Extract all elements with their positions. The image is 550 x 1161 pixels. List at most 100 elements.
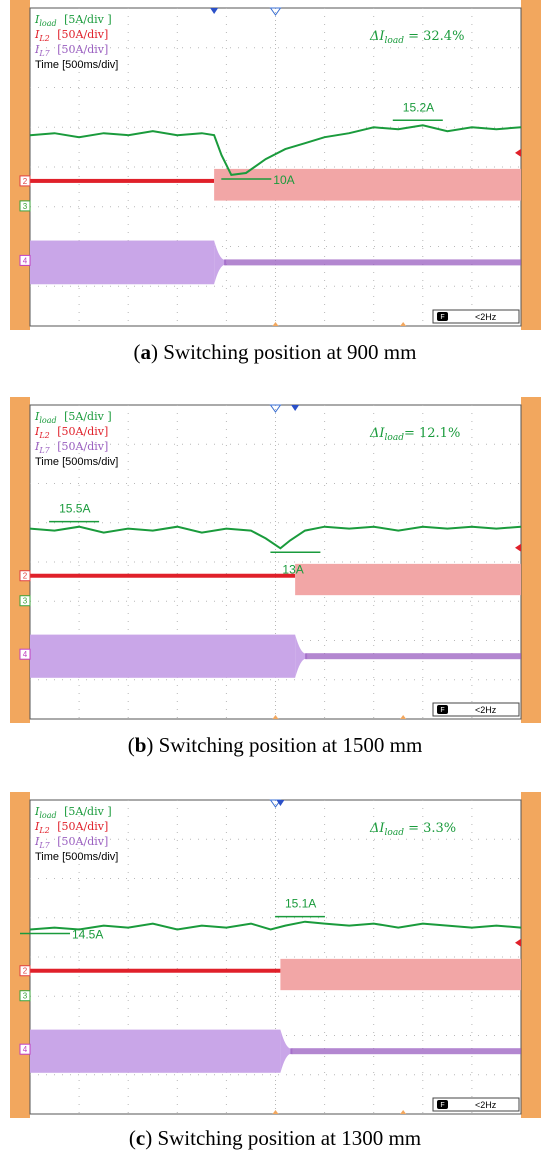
- legend-item: Time [500ms/div]: [35, 59, 118, 71]
- channel-marker-box: [19, 648, 31, 660]
- grid: [30, 800, 521, 1114]
- il2-line-before: [30, 968, 281, 973]
- bottom-cursor-icon: [272, 322, 279, 326]
- channel-marker-label: 2: [23, 572, 28, 581]
- caption-a: (a) Switching position at 900 mm: [133, 340, 417, 364]
- legend-item: IL7 [50A/div]: [34, 835, 108, 850]
- il7-band-before: [30, 240, 215, 285]
- freq-badge: [432, 309, 520, 324]
- panel-c: 14.5A 15.1A ΔIload = 3.3% Iload [5A/div ] IL…: [0, 792, 550, 1161]
- il7-transition: [214, 240, 227, 285]
- legend-item: IL2 [50A/div]: [34, 820, 108, 835]
- channel-marker-box: [19, 175, 31, 187]
- channel-marker-box: [19, 254, 31, 266]
- il7-band-before: [30, 1029, 281, 1073]
- legend-item: Iload [5A/div ]: [34, 13, 112, 28]
- channel-marker-label: 4: [23, 1045, 28, 1054]
- cursor-marker-icon: [291, 405, 300, 411]
- filter-icon-letter: F: [440, 314, 444, 321]
- bottom-cursor-icon: [272, 1110, 279, 1114]
- filter-icon: [437, 312, 448, 321]
- il2-band-after: [214, 168, 521, 201]
- annotation-max-value: 15.1A: [285, 897, 316, 911]
- freq-badge: [432, 1097, 520, 1112]
- trigger-marker-icon: [269, 799, 282, 808]
- il7-transition: [295, 634, 308, 678]
- il2-line-before: [30, 573, 296, 578]
- il7-band-after: [305, 653, 521, 660]
- iload-trace: [29, 124, 522, 176]
- channel-marker-box: [19, 570, 31, 582]
- channel-marker-box: [19, 595, 31, 607]
- freq-label: <2Hz: [475, 705, 497, 715]
- grid: [30, 405, 521, 719]
- annotation-min-value: 14.5A: [72, 928, 103, 942]
- legend-item: Time [500ms/div]: [35, 851, 118, 863]
- delta-label: ΔIload= 12.1%: [369, 426, 460, 443]
- bottom-cursor-icon: [272, 715, 279, 719]
- legend-item: IL7 [50A/div]: [34, 440, 108, 455]
- bottom-cursor-icon: [400, 1110, 407, 1114]
- filter-icon: [437, 1100, 448, 1109]
- il2-line-before: [30, 178, 215, 183]
- il7-transition: [280, 1029, 293, 1073]
- legend-item: Time [500ms/div]: [35, 456, 118, 468]
- right-frame-bar: [521, 792, 541, 1118]
- il2-band-after: [295, 563, 521, 596]
- legend-item: IL2 [50A/div]: [34, 425, 108, 440]
- filter-icon-letter: F: [440, 1102, 444, 1109]
- panel-b: 13A 15.5A ΔIload= 12.1% Iload [5A/div ] IL2 …: [0, 397, 550, 782]
- caption-c: (c) Switching position at 1300 mm: [128, 1126, 422, 1150]
- iload-trace: [29, 525, 522, 550]
- oscilloscope-a: 10A 15.2A ΔIload = 32.4% Iload [5A/div ]IL2…: [10, 0, 541, 330]
- channel-marker-label: 3: [23, 202, 28, 211]
- trigger-marker-icon: [269, 7, 282, 16]
- bottom-cursor-icon: [400, 322, 407, 326]
- caption-b: (b) Switching position at 1500 mm: [127, 733, 423, 757]
- filter-icon-letter: F: [440, 707, 444, 714]
- channel-marker-box: [19, 200, 31, 212]
- ch2-level-marker-icon: [515, 543, 521, 552]
- delta-label: ΔIload = 32.4%: [369, 29, 464, 46]
- channel-marker-label: 4: [23, 256, 28, 265]
- legend-item: IL2 [50A/div]: [34, 28, 108, 43]
- ch2-level-marker-icon: [515, 148, 521, 157]
- annotation-max-value: 15.5A: [59, 502, 90, 516]
- freq-label: <2Hz: [475, 312, 497, 322]
- channel-marker-box: [19, 965, 31, 977]
- freq-label: <2Hz: [475, 1100, 497, 1110]
- il2-band-after: [280, 958, 521, 991]
- right-frame-bar: [521, 397, 541, 723]
- channel-marker-label: 2: [23, 177, 28, 186]
- trigger-marker-icon: [269, 404, 282, 413]
- annotation-min-value: 13A: [282, 562, 303, 576]
- freq-badge: [432, 702, 520, 717]
- channel-marker-label: 3: [23, 597, 28, 606]
- cursor-marker-icon: [210, 8, 219, 14]
- il7-band-after: [224, 259, 521, 266]
- left-frame-bar: [10, 792, 30, 1118]
- channel-marker-label: 2: [23, 967, 28, 976]
- oscilloscope-b: 13A 15.5A ΔIload= 12.1% Iload [5A/div ]IL2 …: [10, 397, 541, 723]
- channel-marker-box: [19, 1043, 31, 1055]
- left-frame-bar: [10, 0, 30, 330]
- left-frame-bar: [10, 397, 30, 723]
- ch2-level-marker-icon: [515, 938, 521, 947]
- delta-label: ΔIload = 3.3%: [369, 821, 456, 838]
- annotation-max-value: 15.2A: [403, 100, 434, 114]
- bottom-cursor-icon: [400, 715, 407, 719]
- channel-marker-label: 4: [23, 650, 28, 659]
- right-frame-bar: [521, 0, 541, 330]
- legend-item: IL7 [50A/div]: [34, 43, 108, 58]
- channel-marker-label: 3: [23, 992, 28, 1001]
- il7-band-after: [290, 1048, 521, 1055]
- legend-item: Iload [5A/div ]: [34, 410, 112, 425]
- panel-a: 10A 15.2A ΔIload = 32.4% Iload [5A/div ] IL2…: [0, 0, 550, 385]
- iload-trace: [29, 920, 522, 931]
- annotation-min-value: 10A: [273, 173, 294, 187]
- channel-marker-box: [19, 990, 31, 1002]
- filter-icon: [437, 705, 448, 714]
- il7-band-before: [30, 634, 296, 678]
- legend-item: Iload [5A/div ]: [34, 805, 112, 820]
